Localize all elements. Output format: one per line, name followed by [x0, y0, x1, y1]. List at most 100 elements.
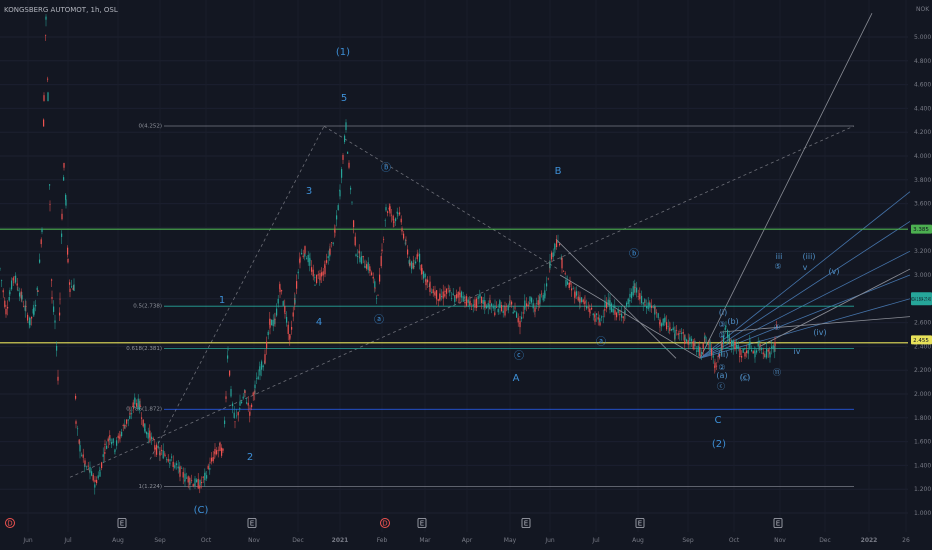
- candle-body: [347, 151, 349, 154]
- candle-body: [141, 417, 143, 419]
- candle-body: [317, 274, 319, 276]
- candle-body: [652, 307, 654, 308]
- candle-body: [61, 233, 63, 237]
- trend-lines: [69, 13, 911, 478]
- x-tick-label: Apr: [462, 537, 473, 544]
- candle-body: [771, 346, 773, 348]
- candle-body: [494, 305, 496, 310]
- candle-body: [664, 317, 666, 322]
- earnings-marker: [773, 518, 783, 528]
- candle-body: [454, 295, 456, 302]
- candle-body: [599, 318, 601, 323]
- candle-body: [184, 473, 186, 482]
- candle-body: [415, 261, 417, 264]
- candle-body: [563, 271, 565, 272]
- candle-body: [717, 356, 719, 357]
- candle-body: [242, 396, 244, 399]
- candle-body: [728, 334, 730, 343]
- candle-body: [467, 299, 469, 303]
- wave-label: ⑪: [773, 368, 781, 377]
- candle-body: [622, 316, 624, 319]
- earnings-symbol: E: [776, 520, 780, 528]
- candle-body: [186, 477, 188, 479]
- candle-body: [176, 463, 178, 466]
- y-tick-label: 3.800: [914, 177, 931, 184]
- y-tick-label: 3.200: [914, 248, 931, 255]
- candle-body: [314, 285, 316, 286]
- candle-body: [459, 293, 461, 298]
- candle-body: [27, 314, 29, 321]
- candle-body: [269, 318, 271, 328]
- wave-label: (a): [716, 371, 727, 380]
- candle-body: [65, 194, 67, 200]
- candle-body: [568, 282, 570, 288]
- fib-label: 0(4.252): [138, 124, 162, 130]
- candle-body: [146, 431, 148, 435]
- candle-body: [767, 349, 769, 352]
- candle-body: [509, 299, 511, 301]
- candle-body: [267, 331, 269, 336]
- y-tick-label: 4.000: [914, 153, 931, 160]
- candle-body: [106, 445, 108, 449]
- candle-body: [494, 312, 496, 316]
- candle-body: [452, 293, 454, 295]
- candle-body: [172, 461, 174, 468]
- wave-label: (iv): [813, 328, 826, 337]
- candle-body: [674, 329, 676, 339]
- candle-body: [199, 479, 201, 486]
- candle-body: [624, 310, 626, 314]
- candle-body: [491, 303, 493, 307]
- price-badge: [911, 335, 932, 345]
- candle-body: [161, 449, 163, 451]
- candle-body: [457, 291, 459, 298]
- candle-body: [639, 297, 641, 299]
- candle-body: [574, 292, 576, 297]
- candle-body: [221, 447, 223, 456]
- candle-body: [307, 255, 309, 263]
- candle-body: [284, 306, 286, 313]
- candle-body: [57, 376, 59, 381]
- candle-body: [397, 213, 399, 214]
- fib-label: 0.786(1.872): [126, 407, 162, 413]
- candle-body: [67, 247, 69, 255]
- candle-body: [75, 395, 77, 399]
- candle-body: [632, 286, 634, 296]
- candle-body: [656, 312, 658, 314]
- candle-body: [219, 442, 221, 452]
- candle-body: [672, 327, 674, 331]
- candle-body: [742, 348, 744, 353]
- candle-body: [321, 272, 323, 277]
- candle-body: [0, 268, 1, 270]
- candle-body: [351, 201, 353, 203]
- earnings-symbol: E: [420, 520, 424, 528]
- wave-label: ③: [718, 320, 725, 329]
- x-tick-label: 2021: [332, 537, 349, 544]
- candle-body: [701, 352, 703, 354]
- earnings-marker: [635, 518, 645, 528]
- elliott-wave-labels: (1) 5 3 1 4 2 (C) ⓑ ⓐ ⓒ A Bⓑ ⓐ C (2) (i) (ii) (b) (a) (c) ii…: [194, 47, 840, 516]
- candle-body: [694, 341, 696, 343]
- candle-body: [572, 288, 574, 289]
- candle-body: [361, 256, 363, 264]
- candle-body: [43, 119, 45, 127]
- candle-body: [348, 162, 350, 168]
- x-tick-label: Jul: [63, 537, 72, 544]
- candle-body: [501, 305, 503, 312]
- candle-body: [47, 78, 49, 80]
- candle-body: [469, 300, 471, 305]
- candle-body: [567, 281, 569, 285]
- candle-body: [714, 362, 716, 368]
- candle-body: [122, 425, 124, 426]
- candle-body: [61, 213, 63, 220]
- candle-body: [357, 255, 359, 257]
- y-tick-label: 2.200: [914, 367, 931, 374]
- candle-body: [149, 433, 151, 441]
- candle-body: [604, 300, 606, 308]
- candle-body: [657, 313, 659, 318]
- candle-body: [157, 446, 159, 448]
- candle-body: [47, 92, 49, 102]
- candle-body: [531, 297, 533, 303]
- candle-body: [456, 294, 458, 299]
- candle-body: [266, 341, 268, 349]
